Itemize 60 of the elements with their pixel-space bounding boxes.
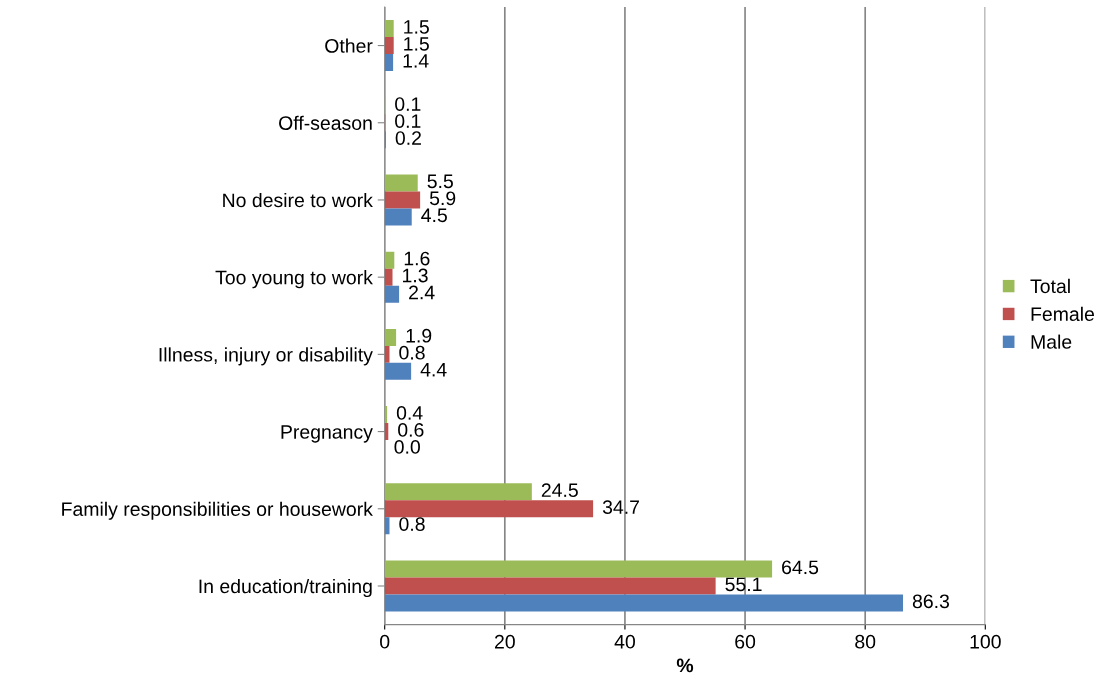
x-tick-label: 60 [735, 634, 756, 649]
data-label: 0.1 [395, 97, 421, 111]
y-tick-label: Family responsibilities or housework [62, 501, 373, 520]
data-label: 1.3 [403, 268, 428, 283]
data-label: 0.0 [394, 440, 420, 454]
data-label: 4.4 [420, 363, 447, 377]
x-tick-label: 40 [614, 634, 635, 649]
bar [384, 328, 397, 346]
data-label: 0.2 [395, 131, 421, 145]
y-tick-label: Pregnancy [281, 425, 373, 443]
bar [384, 191, 421, 209]
data-label: 24.5 [541, 483, 578, 498]
data-label: 0.4 [396, 406, 423, 420]
bar [384, 345, 390, 363]
y-tick-label: Illness, injury or disability [159, 347, 373, 366]
data-label: 0.8 [399, 345, 425, 360]
data-label: 86.3 [912, 594, 950, 609]
bar [384, 594, 904, 612]
data-label: 4.5 [421, 208, 447, 223]
data-label: 1.5 [404, 37, 429, 51]
data-label: 55.1 [725, 577, 762, 592]
y-tick-label: In education/training [199, 578, 372, 598]
data-label: 34.7 [602, 500, 639, 515]
data-label: 5.9 [429, 191, 456, 206]
bar [384, 285, 400, 303]
bar [384, 517, 390, 535]
bar [384, 577, 716, 595]
bar [384, 483, 532, 501]
data-label: 2.4 [409, 285, 435, 300]
bar [384, 208, 412, 226]
y-tick-label: Other [325, 38, 373, 53]
x-tick-label: 20 [494, 634, 515, 649]
legend-label: Female [1031, 306, 1094, 321]
bar [384, 20, 394, 38]
bar [384, 268, 393, 286]
bar [384, 174, 418, 192]
x-axis-title: % [676, 658, 694, 673]
bar [384, 560, 773, 578]
bar [384, 37, 394, 55]
data-label: 1.4 [403, 54, 429, 68]
y-tick-label: Too young to work [215, 270, 373, 289]
x-tick-label: 0 [380, 634, 390, 649]
y-tick-label: No desire to work [223, 192, 373, 208]
bar [384, 500, 594, 518]
x-tick-label: 80 [855, 634, 876, 649]
bar [384, 251, 395, 269]
data-label: 1.9 [406, 328, 432, 343]
bar [384, 362, 412, 380]
data-label: 1.6 [404, 251, 430, 266]
data-label: 1.5 [404, 20, 429, 34]
data-label: 64.5 [782, 560, 819, 575]
data-label: 0.8 [399, 517, 425, 531]
legend-label: Male [1031, 334, 1072, 349]
bar [384, 54, 394, 72]
data-label: 0.6 [398, 423, 424, 437]
data-label: 0.1 [395, 114, 421, 128]
legend-label: Total [1030, 278, 1070, 294]
y-tick-label: Off-season [279, 115, 372, 130]
data-label: 5.5 [427, 174, 453, 189]
x-tick-label: 100 [970, 634, 1001, 649]
